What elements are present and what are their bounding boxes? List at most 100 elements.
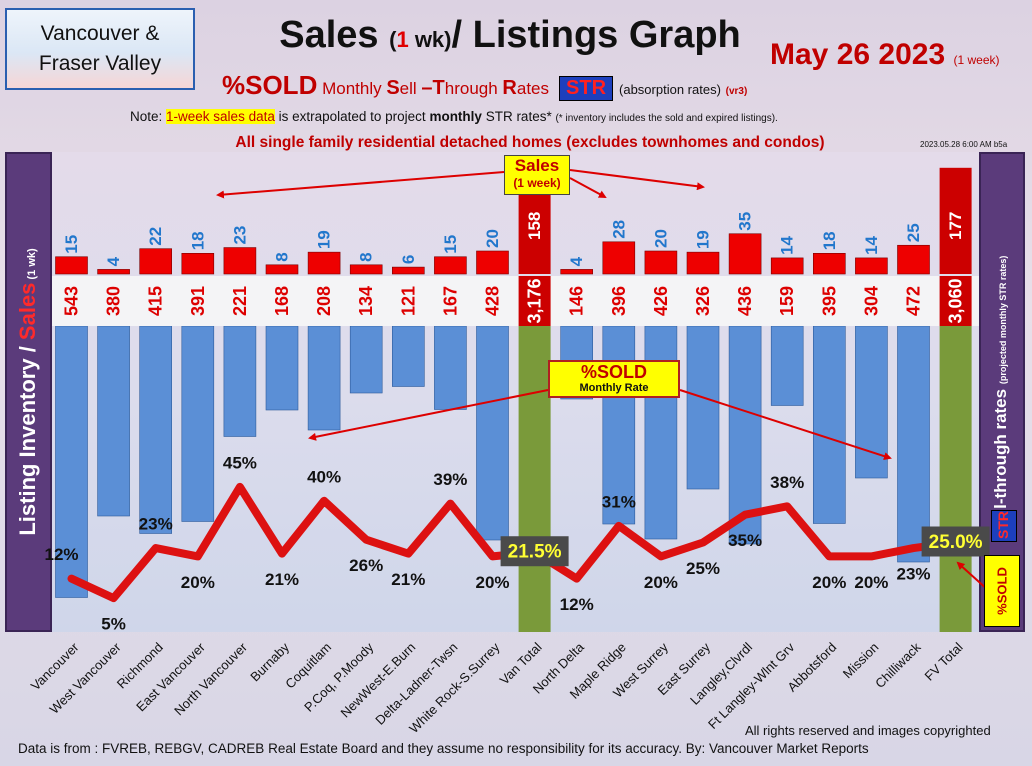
inventory-label: 395 — [819, 286, 839, 316]
sales-label: 158 — [525, 212, 544, 240]
subtitle-monthly: Monthly — [322, 79, 387, 98]
inventory-bar — [897, 325, 930, 563]
subtitle-ell: ell — [399, 79, 422, 98]
sales-label: 25 — [904, 223, 923, 242]
sales-bar — [434, 256, 467, 275]
subtitle-t: –T — [421, 77, 445, 99]
sales-label: 20 — [651, 229, 670, 248]
note-suffix: STR rates* — [481, 109, 556, 124]
sales-bar — [307, 251, 341, 275]
inventory-bar — [770, 325, 804, 406]
page-title: Sales (1 wk)/ Listings Graph — [230, 14, 790, 57]
inventory-label: 426 — [651, 286, 671, 316]
inventory-bar — [307, 325, 341, 431]
timestamp: 2023.05.28 6:00 AM b5a — [920, 140, 1008, 149]
inventory-bar — [139, 325, 172, 534]
right-axis-title: Sell-through rates (projected monthly ST… — [991, 256, 1011, 535]
sales-label: 18 — [188, 231, 207, 250]
inventory-bar — [602, 325, 636, 525]
x-tick-label: Chilliwack — [872, 639, 924, 691]
str-badge: STR — [559, 76, 614, 101]
inventory-label: 208 — [314, 286, 334, 316]
sold-rate-label: 38% — [770, 473, 804, 492]
sold-rate-label: 21% — [265, 570, 299, 589]
inventory-bar — [812, 325, 846, 524]
pct-sold-badge — [984, 555, 1020, 627]
inventory-label: 167 — [440, 286, 460, 316]
sales-label: 20 — [483, 229, 502, 248]
total-band-cell — [939, 276, 972, 326]
x-tick-label: NewWest-E.Burn — [337, 640, 418, 721]
title-one: 1 — [396, 27, 409, 52]
x-tick-label: North Vancouver — [171, 639, 250, 718]
inventory-bar — [434, 325, 467, 410]
sold-rate-label: 26% — [349, 556, 383, 575]
sales-label: 35 — [736, 212, 755, 231]
sales-callout-title: Sales — [514, 156, 560, 175]
sales-bar — [265, 264, 299, 275]
footer-rights: All rights reserved and images copyright… — [745, 723, 991, 738]
sold-rate-label: 20% — [812, 573, 846, 592]
sales-bar — [855, 257, 888, 275]
sales-bar — [223, 247, 257, 275]
right-axis-small: (projected monthly STR rates) — [998, 255, 1008, 385]
inventory-bar — [349, 325, 383, 394]
sold-rate-label: 23% — [896, 565, 930, 584]
sales-label: 15 — [441, 235, 460, 254]
sales-label: 18 — [820, 231, 839, 250]
subtitle-s: S — [386, 77, 400, 99]
title-wk: wk) — [408, 27, 452, 52]
sold-rate-label: 20% — [475, 573, 509, 592]
sales-bar — [560, 269, 594, 275]
inventory-bar — [181, 325, 215, 522]
inventory-bar — [265, 325, 299, 411]
sales-bar — [728, 233, 762, 275]
note-bold: monthly — [429, 109, 482, 124]
sold-rate-label: 35% — [728, 531, 762, 550]
subtitle-absorption: (absorption rates) — [619, 82, 721, 97]
total-rate-box — [921, 526, 990, 557]
inventory-label: 168 — [272, 286, 292, 316]
region-label: Vancouver & Fraser Valley — [38, 22, 162, 75]
sold-rate-label: 39% — [433, 470, 467, 489]
sales-arrow-mid — [569, 177, 607, 198]
value-band — [52, 276, 979, 326]
inventory-bar — [728, 325, 762, 545]
sales-bar — [897, 244, 930, 275]
subtitle: %SOLD Monthly Sell –Through Rates STR (abs… — [222, 70, 747, 101]
inventory-bar — [476, 325, 509, 541]
sold-rate-label: 20% — [854, 573, 888, 592]
sales-bar — [476, 250, 509, 275]
footer-source: Data is from : FVREB, REBGV, CADREB Real… — [18, 741, 869, 756]
left-axis-title: Listing Inventory / Sales (1 wk) — [15, 248, 41, 535]
sales-bar-total — [518, 179, 551, 274]
sales-label: 177 — [946, 212, 965, 240]
inventory-bar-total — [518, 326, 551, 632]
sales-bar — [139, 248, 172, 275]
subtitle-r: R — [502, 77, 517, 99]
sold-rate-label: 21% — [391, 570, 425, 589]
inventory-label: 391 — [188, 286, 208, 316]
inventory-label: 3,060 — [946, 278, 966, 323]
sales-bar — [770, 257, 804, 275]
title-listings: / Listings Graph — [451, 14, 741, 56]
sales-label: 14 — [862, 235, 881, 254]
homes-note: All single family residential detached h… — [235, 134, 825, 151]
inventory-label: 304 — [861, 286, 881, 316]
region-box: Vancouver & Fraser Valley — [5, 8, 195, 90]
date-note: (1 week) — [953, 53, 1000, 67]
inventory-bar — [686, 325, 720, 490]
inventory-label: 472 — [904, 286, 924, 316]
inventory-bar — [97, 325, 130, 517]
inventory-label: 134 — [356, 286, 376, 316]
sales-label: 6 — [399, 255, 418, 264]
inventory-label: 121 — [398, 286, 418, 316]
sales-label: 4 — [104, 256, 123, 266]
total-band-cell — [518, 276, 551, 326]
inventory-label: 146 — [567, 286, 587, 316]
sales-bar — [55, 256, 88, 275]
sales-label: 14 — [778, 235, 797, 254]
sales-label: 23 — [230, 226, 249, 245]
